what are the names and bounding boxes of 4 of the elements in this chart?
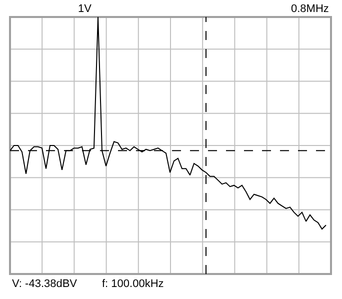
- text: V: -43.38dBV: [12, 278, 78, 290]
- text: 0.8MHz: [291, 3, 329, 15]
- text: 1V: [78, 3, 92, 15]
- text: f: 100.00kHz: [102, 278, 164, 290]
